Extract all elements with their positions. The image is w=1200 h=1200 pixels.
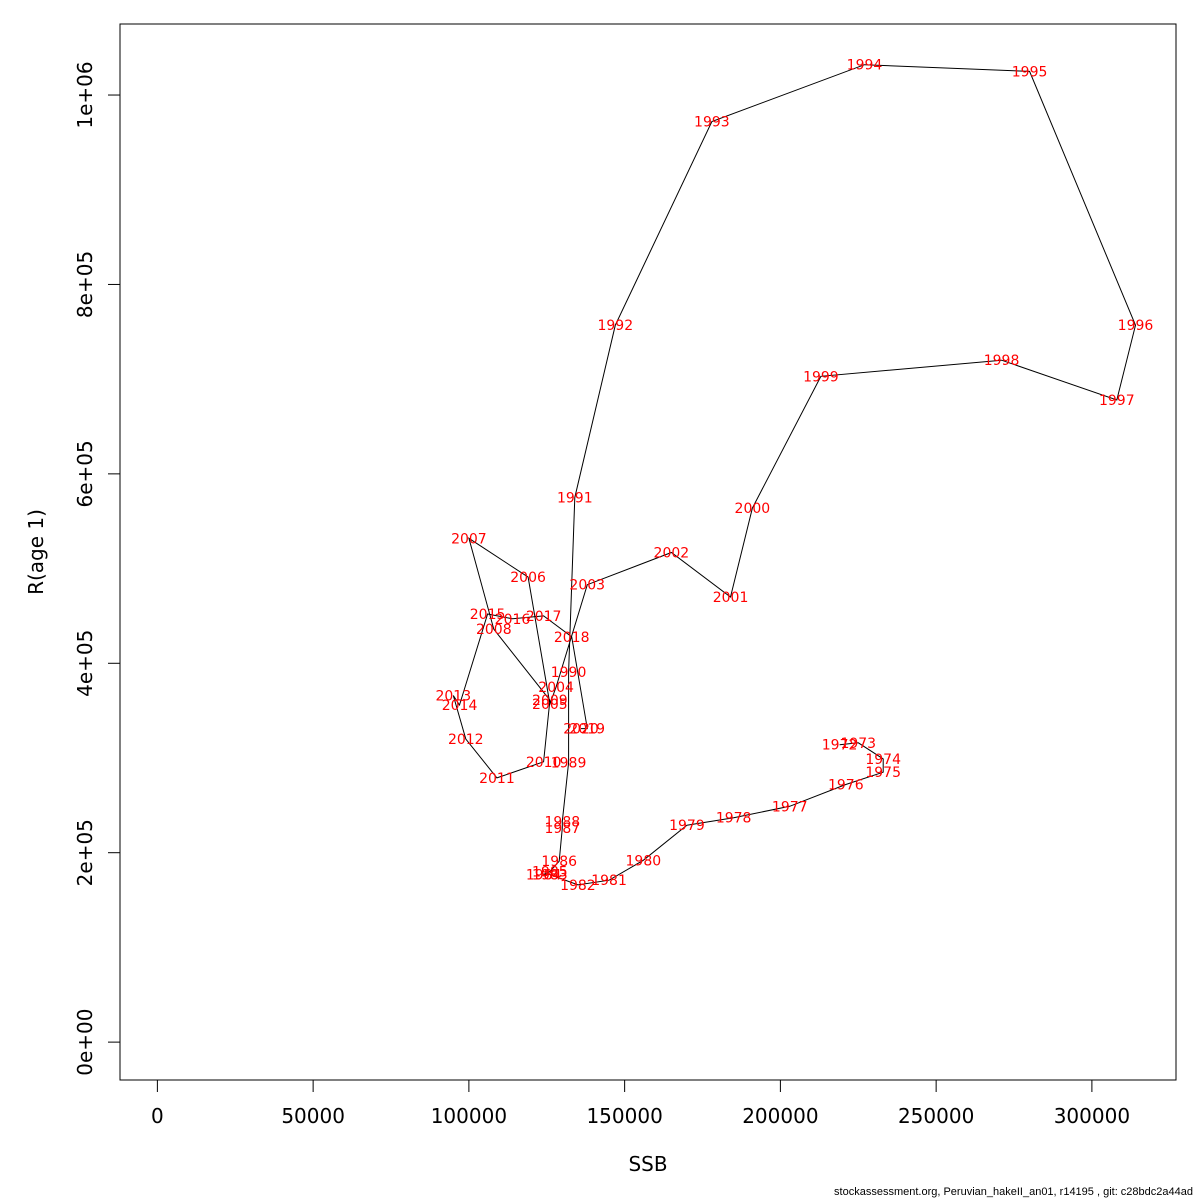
year-label: 1985 [532, 865, 568, 881]
plot-frame [119, 23, 1177, 1081]
recruitment-path-line [452, 64, 1137, 886]
y-tick-label: 4e+05 [73, 630, 97, 697]
year-label: 1995 [1012, 64, 1048, 80]
year-label: 2002 [654, 545, 690, 561]
year-label: 2004 [538, 680, 574, 696]
x-tick-label: 250000 [898, 1104, 974, 1128]
year-label: 2007 [451, 531, 487, 547]
x-tick-label: 200000 [742, 1104, 818, 1128]
year-label: 2014 [442, 698, 478, 714]
x-axis-title: SSB [628, 1152, 667, 1176]
year-label: 2005 [532, 697, 568, 713]
year-label: 2011 [479, 771, 515, 787]
year-label: 1986 [541, 854, 577, 870]
year-label: 1974 [865, 752, 901, 768]
year-label: 1997 [1099, 393, 1135, 409]
year-label: 2016 [495, 612, 531, 628]
year-label: 2020 [563, 722, 599, 738]
year-label: 1983 [532, 867, 568, 883]
x-tick-label: 300000 [1054, 1104, 1130, 1128]
year-label: 2010 [526, 755, 562, 771]
year-label: 1973 [840, 736, 876, 752]
year-label: 1992 [597, 318, 633, 334]
year-label: 1990 [551, 665, 587, 681]
x-tick-label: 0 [151, 1104, 164, 1128]
year-label: 1972 [822, 738, 858, 754]
year-label: 1987 [545, 821, 581, 837]
year-label: 2017 [526, 609, 562, 625]
year-label: 2008 [476, 622, 512, 638]
year-label: 1993 [694, 115, 730, 131]
year-label: 1981 [591, 873, 627, 889]
year-label: 2006 [510, 570, 546, 586]
x-axis: 0 50000 100000 150000 200000 250000 300000 [151, 1079, 1130, 1128]
year-label: 1991 [557, 491, 593, 507]
y-axis-title: R(age 1) [24, 509, 48, 595]
x-tick-label: 50000 [281, 1104, 345, 1128]
year-label: 2012 [448, 732, 484, 748]
year-label: 2009 [532, 693, 568, 709]
year-label: 1978 [716, 811, 752, 827]
y-axis: 0e+00 2e+05 4e+05 6e+05 8e+05 1e+06 [73, 61, 121, 1076]
x-tick-label: 100000 [431, 1104, 507, 1128]
year-label: 1979 [669, 818, 705, 834]
year-label: 2003 [569, 578, 605, 594]
year-label: 1998 [984, 353, 1020, 369]
year-label: 1989 [551, 756, 587, 772]
y-tick-label: 2e+05 [73, 819, 97, 886]
year-label: 1976 [828, 778, 864, 794]
year-label: 1996 [1118, 318, 1154, 334]
year-label: 2019 [569, 722, 605, 738]
y-tick-label: 1e+06 [73, 61, 97, 128]
year-label: 1980 [626, 853, 662, 869]
year-label: 1999 [803, 369, 839, 385]
year-label: 2000 [735, 501, 771, 517]
x-tick-label: 150000 [586, 1104, 662, 1128]
footer-credit: stockassessment.org, Peruvian_hakeII_an0… [834, 1186, 1193, 1198]
year-label: 1994 [847, 58, 883, 74]
year-label: 2013 [435, 688, 471, 704]
year-label: 1984 [526, 867, 562, 883]
y-tick-label: 8e+05 [73, 251, 97, 318]
y-tick-label: 0e+00 [73, 1008, 97, 1075]
year-label: 2001 [713, 590, 749, 606]
year-label: 1982 [560, 878, 596, 894]
year-label: 1988 [545, 814, 581, 830]
year-label: 2015 [470, 607, 506, 623]
year-label: 1977 [772, 799, 808, 815]
y-tick-label: 6e+05 [73, 440, 97, 507]
year-label: 2018 [554, 630, 590, 646]
year-label: 1975 [865, 765, 901, 781]
